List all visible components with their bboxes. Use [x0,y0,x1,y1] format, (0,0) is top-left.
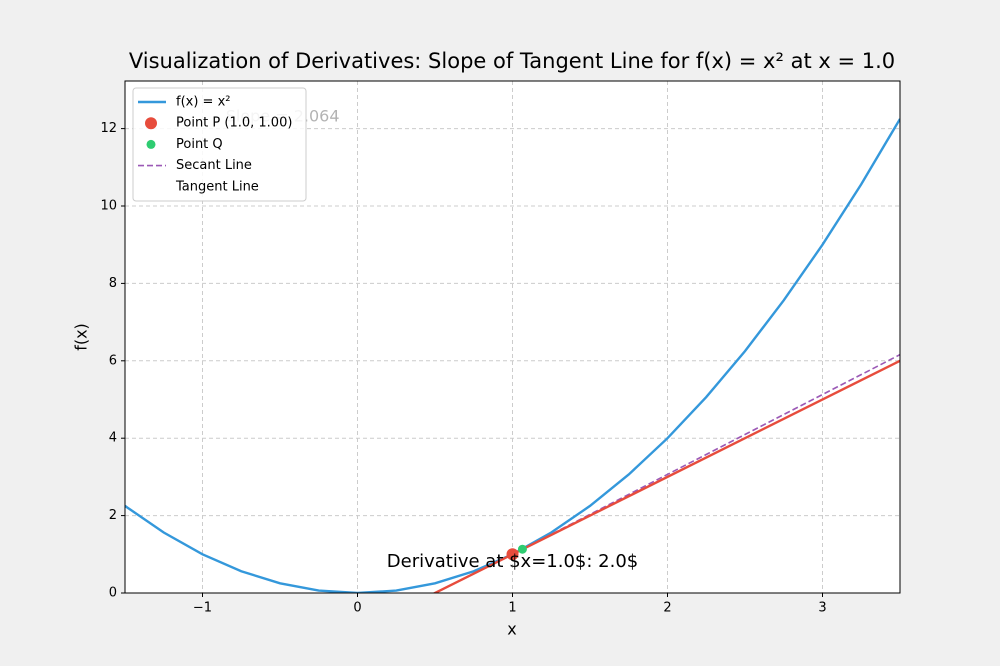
y-tick-label: 12 [100,121,117,136]
x-tick-label: 2 [663,601,671,616]
y-tick-label: 4 [109,431,117,446]
legend-label: Secant Line [176,158,252,173]
y-tick-label: 6 [109,353,117,368]
x-tick-label: 0 [353,601,361,616]
point [506,548,519,561]
legend-box [132,87,307,202]
x-tick-label: 3 [818,601,826,616]
x-axis-label: x [507,620,516,639]
y-tick-label: 2 [109,508,117,523]
legend-label: f(x) = x² [176,95,230,110]
legend-marker [145,117,157,130]
x-tick-label: 1 [508,601,516,616]
legend-marker [146,139,156,149]
legend-label: Point Q [176,137,223,152]
point [517,544,527,554]
chart-title: Visualization of Derivatives: Slope of T… [129,49,895,73]
x-tick-label: −1 [193,601,212,616]
legend-label: Point P (1.0, 1.00) [176,116,292,131]
annotation: Derivative at $x=1.0$: 2.0$ [387,551,638,572]
y-axis-label: f(x) [72,323,91,351]
y-tick-label: 8 [109,276,117,291]
legend-label: Tangent Line [175,179,259,194]
y-tick-label: 10 [100,199,117,214]
y-tick-label: 0 [109,586,117,601]
